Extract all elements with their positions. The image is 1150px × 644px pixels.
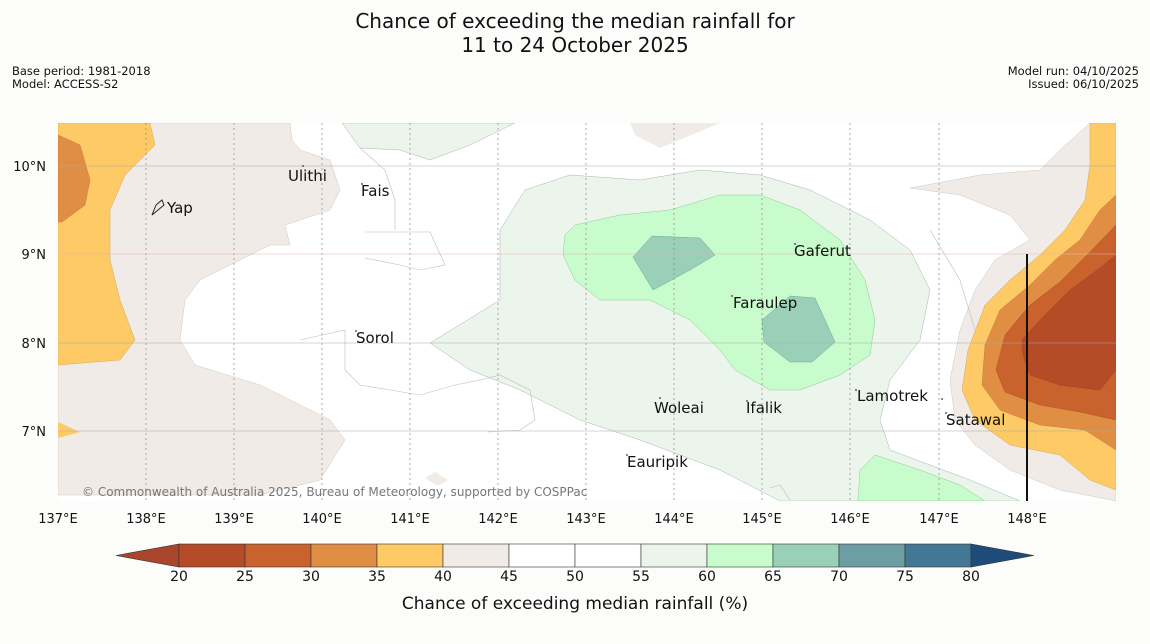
- colorbar-swatch: [904, 543, 972, 568]
- lon-tick: 139°E: [214, 512, 254, 527]
- lon-tick: 146°E: [830, 512, 870, 527]
- colorbar-swatch: [244, 543, 312, 568]
- lon-tick-labels: 137°E 138°E 139°E 140°E 141°E 142°E 143°…: [38, 512, 1047, 527]
- region-30-35-west: [58, 134, 91, 223]
- place-label: Eauripik: [627, 453, 688, 471]
- colorbar-arrow-low: [115, 543, 180, 568]
- place-label: Gaferut: [794, 242, 851, 260]
- place-label: Lamotrek: [857, 387, 928, 405]
- colorbar-tick-label: 45: [500, 569, 518, 585]
- place-label: Sorol: [356, 329, 394, 347]
- lon-tick: 137°E: [38, 512, 78, 527]
- colorbar-tick-label: 30: [302, 569, 320, 585]
- lat-tick: 10°N: [13, 160, 46, 175]
- island-markers: [302, 165, 947, 456]
- colorbar-tick-label: 35: [368, 569, 386, 585]
- colorbar-swatch: [376, 543, 444, 568]
- colorbar: [115, 543, 1035, 568]
- place-label: Ulithi: [288, 167, 327, 185]
- colorbar-tick-label: 60: [698, 569, 716, 585]
- region-40-45-north: [630, 123, 720, 148]
- lon-tick: 141°E: [390, 512, 430, 527]
- colorbar-swatch: [772, 543, 840, 568]
- region-40-45-small: [425, 472, 448, 486]
- lon-tick: 148°E: [1007, 512, 1047, 527]
- lon-tick: 143°E: [566, 512, 606, 527]
- map-title: Chance of exceeding the median rainfall …: [355, 9, 795, 33]
- place-label: Yap: [166, 199, 193, 217]
- colorbar-swatch: [574, 543, 642, 568]
- place-label: Satawal: [946, 411, 1005, 429]
- colorbar-tick-label: 65: [764, 569, 782, 585]
- lat-tick: 9°N: [22, 248, 47, 263]
- colorbar-tick-label: 50: [566, 569, 584, 585]
- place-label: Woleai: [654, 399, 704, 417]
- region-60-65-south: [857, 454, 986, 501]
- colorbar-tick-label: 70: [830, 569, 848, 585]
- issued-date: Issued: 06/10/2025: [1028, 77, 1139, 91]
- lat-tick-labels: 10°N 9°N 8°N 7°N: [13, 160, 46, 440]
- place-label: Fais: [361, 182, 390, 200]
- rainfall-probability-field: [58, 123, 1116, 501]
- place-labels: Ulithi Fais Yap Gaferut Faraulep Sorol L…: [166, 167, 1005, 471]
- model-name: Model: ACCESS-S2: [12, 77, 119, 91]
- lat-tick: 7°N: [22, 425, 47, 440]
- colorbar-swatch: [310, 543, 378, 568]
- colorbar-tick-label: 75: [896, 569, 914, 585]
- colorbar-title: Chance of exceeding median rainfall (%): [401, 594, 749, 614]
- copyright-notice: © Commonwealth of Australia 2025, Bureau…: [82, 485, 587, 499]
- colorbar-tick-label: 25: [236, 569, 254, 585]
- colorbar-tick-label: 80: [962, 569, 980, 585]
- region-40-45-west: [58, 123, 346, 496]
- lat-gridlines: [58, 165, 1116, 432]
- colorbar-swatch: [706, 543, 774, 568]
- colorbar-swatch: [508, 543, 576, 568]
- lon-tick: 142°E: [478, 512, 518, 527]
- lon-tick: 145°E: [742, 512, 782, 527]
- lon-tick: 140°E: [302, 512, 342, 527]
- place-label: Faraulep: [733, 294, 797, 312]
- base-period: Base period: 1981-2018: [12, 64, 151, 78]
- contour-lines: [299, 147, 976, 501]
- colorbar-tick-label: 55: [632, 569, 650, 585]
- gridlines: [145, 123, 940, 501]
- colorbar-tick-label: 20: [170, 569, 188, 585]
- colorbar-arrow-high: [970, 543, 1035, 568]
- region-20-25-east: [1021, 254, 1116, 391]
- place-label: Ifalik: [746, 399, 782, 417]
- colorbar-swatch: [442, 543, 510, 568]
- colorbar-swatch: [640, 543, 708, 568]
- colorbar-swatch: [178, 543, 246, 568]
- colorbar-tick-label: 40: [434, 569, 452, 585]
- region-65-70-east: [761, 295, 836, 363]
- colorbar-swatch: [838, 543, 906, 568]
- map-date-range: 11 to 24 October 2025: [461, 33, 689, 57]
- model-run: Model run: 04/10/2025: [1007, 64, 1139, 78]
- lon-tick: 144°E: [654, 512, 694, 527]
- region-35-40-sw: [58, 422, 80, 438]
- lon-tick: 138°E: [126, 512, 166, 527]
- yap-island-icon: [151, 199, 165, 216]
- lat-tick: 8°N: [22, 337, 47, 352]
- lon-tick: 147°E: [919, 512, 959, 527]
